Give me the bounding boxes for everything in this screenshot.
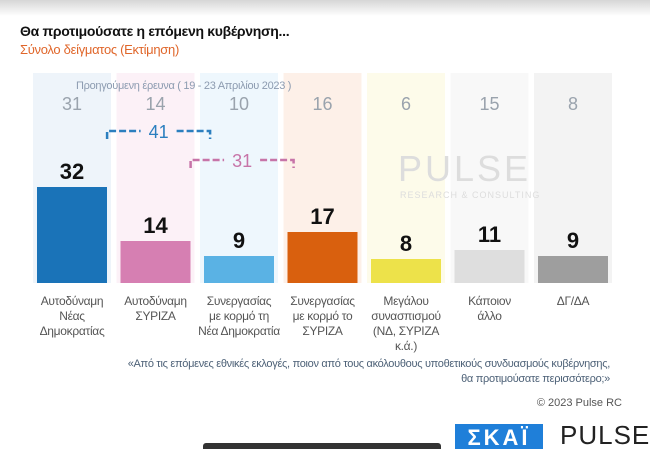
category-label-line: ΔΓ/ΔΑ (556, 294, 590, 308)
bar-value-label: 8 (400, 231, 412, 256)
previous-value-label: 10 (229, 94, 249, 114)
group-bracket-right (260, 158, 295, 168)
bar-value-label: 9 (233, 228, 245, 253)
previous-value-label: 15 (479, 94, 499, 114)
copyright: © 2023 Pulse RC (536, 397, 622, 409)
video-control-strip (203, 443, 441, 449)
bar (37, 187, 107, 283)
previous-value-label: 16 (312, 94, 332, 114)
category-label-line: με κορμό το (292, 309, 353, 323)
category-label-line: Συνεργασίας (290, 294, 355, 308)
group-total-label: 41 (149, 122, 169, 142)
previous-value-label: 31 (62, 94, 82, 114)
group-total-label: 31 (232, 151, 252, 171)
bar-value-label: 11 (478, 222, 501, 247)
category-label-line: με κορμό τη (209, 309, 269, 323)
bar-value-label: 17 (310, 204, 334, 229)
category-label-line: ΣΥΡΙΖΑ (302, 324, 343, 338)
previous-survey-label: Προηγούμενη έρευνα ( 19 - 23 Απριλίου 20… (76, 80, 292, 92)
watermark-sub: RESEARCH & CONSULTING (400, 190, 541, 200)
bar-value-label: 32 (60, 159, 84, 184)
category-label-line: (ΝΔ, ΣΥΡΙΖΑ κ.ά.) (372, 324, 440, 353)
category-label: Αυτοδύναμη Νέας Δημοκρατίας (27, 294, 117, 339)
bar (287, 232, 358, 283)
previous-value-label: 6 (401, 94, 411, 114)
category-label-line: ΣΥΡΙΖΑ (135, 309, 176, 323)
category-label-line: Αυτοδύναμη (124, 294, 187, 308)
background-column (450, 73, 529, 283)
category-label-line: άλλο (477, 309, 502, 323)
category-label-line: Νέας (59, 309, 85, 323)
question-line: «Από τις επόμενες εθνικές εκλογές, ποιον… (127, 358, 611, 370)
category-label: Συνεργασίας με κορμό τη Νέα Δημοκρατία (194, 294, 284, 339)
category-label: Αυτοδύναμη ΣΥΡΙΖΑ (111, 294, 201, 324)
category-label-line: Συνεργασίας (206, 294, 272, 308)
group-bracket-left (105, 129, 141, 139)
chart-title: Θα προτιμούσατε η επόμενη κυβέρνηση... (20, 23, 290, 39)
bar-value-label: 14 (143, 213, 168, 238)
category-label: Μεγάλου συνασπισμού (ΝΔ, ΣΥΡΙΖΑ κ.ά.) (361, 294, 451, 354)
skai-logo: ΣΚΑΪ (455, 424, 543, 450)
previous-value-label: 14 (145, 94, 165, 114)
bar (538, 256, 608, 283)
category-label-line: Νέα Δημοκρατία (198, 324, 280, 338)
pulse-logo: PULSE (560, 420, 650, 450)
category-label-line: Κάποιον (468, 294, 511, 308)
category-label: Συνεργασίας με κορμό το ΣΥΡΙΖΑ (278, 294, 368, 339)
category-label-line: Αυτοδύναμη (40, 294, 104, 308)
watermark-logo: PULSE (398, 148, 532, 189)
background-column (534, 73, 612, 283)
category-label: Κάποιον άλλο (445, 294, 535, 324)
category-label: ΔΓ/ΔΑ (528, 294, 618, 309)
group-bracket-left (189, 158, 225, 168)
question-text: «Από τις επόμενες εθνικές εκλογές, ποιον… (127, 357, 611, 387)
background-column (367, 73, 445, 283)
bar (120, 241, 191, 283)
category-label-line: συνασπισμού (371, 309, 441, 323)
bar-value-label: 9 (567, 228, 579, 253)
category-label-line: Δημοκρατίας (39, 324, 105, 338)
bar (371, 259, 441, 283)
background-column (200, 73, 278, 283)
group-bracket-right (176, 129, 212, 139)
question-line: θα προτιμούσατε περισσότερο;» (461, 373, 610, 385)
category-label-line: Μεγάλου (383, 294, 429, 308)
top-bar (0, 0, 650, 16)
bar (204, 256, 274, 283)
bar (454, 250, 525, 283)
chart-subtitle: Σύνολο δείγματος (Εκτίμηση) (20, 42, 179, 57)
previous-value-label: 8 (568, 94, 578, 114)
